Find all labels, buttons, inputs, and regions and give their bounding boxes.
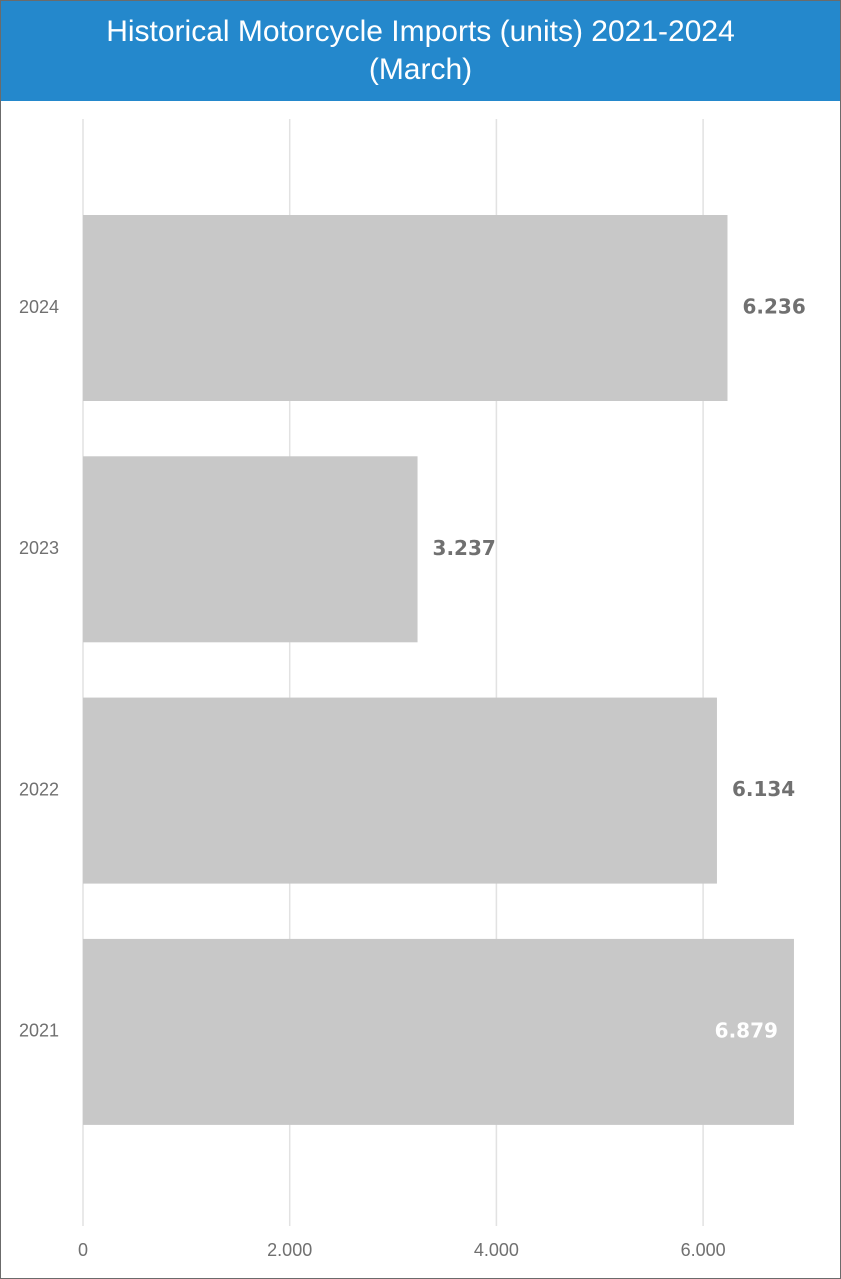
chart-title: Historical Motorcycle Imports (units) 20… — [106, 15, 735, 86]
chart-title-bar: Historical Motorcycle Imports (units) 20… — [1, 1, 840, 101]
x-tick-label: 4.000 — [474, 1240, 519, 1260]
bar-2024 — [83, 215, 728, 401]
data-label: 3.237 — [433, 536, 496, 560]
data-label: 6.134 — [732, 777, 795, 801]
x-tick-label: 2.000 — [267, 1240, 312, 1260]
data-label: 6.236 — [742, 295, 805, 319]
x-tick-label: 6.000 — [681, 1240, 726, 1260]
category-label: 2024 — [19, 297, 59, 317]
category-axis: 2024 2023 2022 2021 — [19, 297, 59, 1041]
value-axis: 0 2.000 4.000 6.000 — [78, 1240, 726, 1260]
x-tick-label: 0 — [78, 1240, 88, 1260]
bar-2023 — [83, 456, 418, 643]
data-labels: 6.236 3.237 6.134 6.879 — [433, 295, 806, 1043]
category-label: 2022 — [19, 779, 59, 799]
category-label: 2021 — [19, 1021, 59, 1041]
bars — [83, 215, 794, 1125]
bar-2022 — [83, 697, 717, 884]
category-label: 2023 — [19, 538, 59, 558]
bar-2021 — [83, 938, 794, 1125]
data-label: 6.879 — [715, 1018, 778, 1042]
